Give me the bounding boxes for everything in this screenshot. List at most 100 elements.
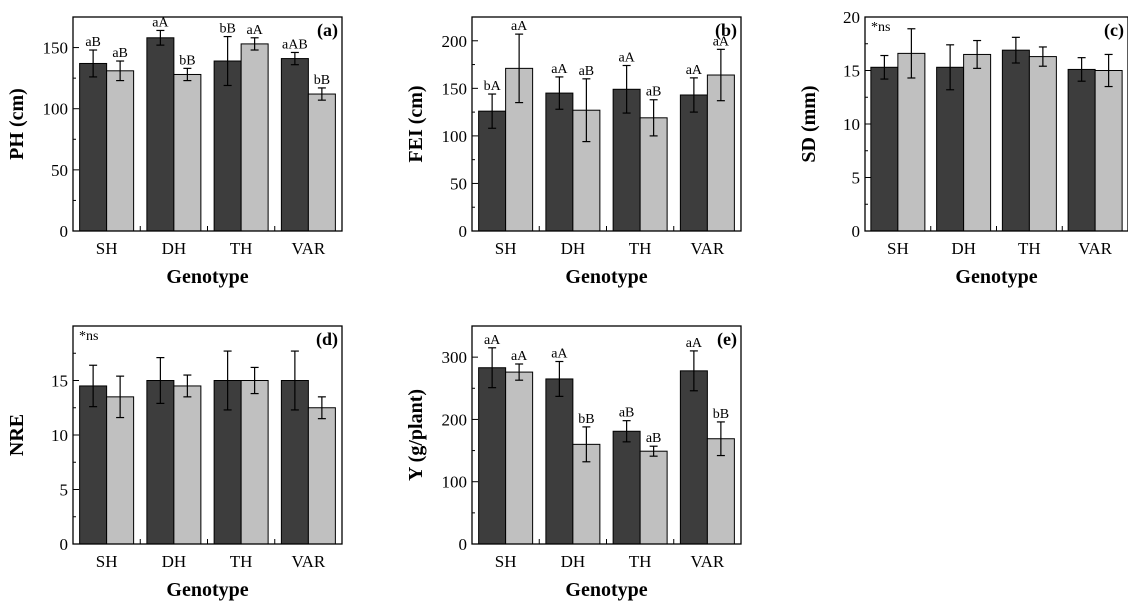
y-tick-label: 0 [852, 222, 861, 241]
x-tick-label: TH [629, 552, 652, 571]
bar-dh-series-1 [936, 66, 965, 232]
y-axis-title: PH (cm) [6, 88, 28, 160]
y-tick-label: 0 [60, 222, 69, 241]
bar-sh-series-2 [897, 52, 926, 232]
x-tick-label: TH [230, 552, 253, 571]
x-tick-label: SH [495, 552, 517, 571]
x-tick-label: TH [230, 239, 253, 258]
bar-dh-series-2 [173, 385, 202, 545]
significance-letter: bB [219, 22, 235, 37]
panel-label: (b) [715, 20, 737, 41]
bar-sh-series-2 [106, 396, 135, 545]
y-axis-title: NRE [6, 414, 28, 456]
bar-th-series-2 [240, 43, 269, 232]
panel-4: SH DH TH VAR 0 5 10 15 (d) *ns Genotype NRE [6, 325, 343, 601]
x-tick-label: VAR [292, 552, 326, 571]
x-tick-label: DH [561, 239, 586, 258]
y-tick-label: 0 [459, 535, 468, 554]
bar-sh-series-1 [79, 62, 108, 232]
bar-sh-series-1 [478, 367, 507, 545]
significance-letter: aA [511, 349, 528, 364]
significance-letter: aA [686, 336, 703, 351]
bar-var-series-1 [1067, 68, 1096, 232]
significance-letter: aB [112, 46, 128, 61]
y-tick-label: 15 [51, 372, 68, 391]
y-tick-label: 5 [60, 481, 69, 500]
x-tick-label: SH [96, 552, 118, 571]
significance-letter: aA [246, 23, 263, 38]
y-tick-label: 50 [51, 161, 68, 180]
bar-dh-series-2 [963, 53, 992, 232]
bar-var-series-1 [679, 94, 708, 232]
y-tick-label: 0 [60, 535, 69, 554]
significance-letter: aA [152, 15, 169, 30]
x-tick-label: DH [162, 552, 187, 571]
bar-sh-series-2 [505, 371, 534, 545]
x-axis-title: Genotype [166, 579, 248, 601]
significance-letter: aB [646, 431, 662, 446]
panel-5: aA aA SH aA bB DH aB aB TH aA bB VAR 0 100 200 300 (e) Ge… [405, 325, 742, 601]
bar-dh-series-1 [545, 92, 574, 232]
plot-frame [471, 325, 742, 545]
bar-var-series-2 [1094, 70, 1123, 232]
x-tick-label: SH [96, 239, 118, 258]
significance-letter: aAB [282, 37, 308, 52]
significance-note: *ns [79, 329, 98, 344]
significance-letter: aB [619, 406, 635, 421]
y-tick-label: 200 [442, 410, 468, 429]
plot-frame [72, 325, 343, 545]
y-tick-label: 10 [843, 115, 860, 134]
bar-th-series-2 [639, 450, 668, 545]
x-tick-label: DH [561, 552, 586, 571]
bar-th-series-1 [612, 430, 641, 545]
bar-th-series-2 [240, 380, 269, 545]
significance-note: *ns [871, 20, 890, 35]
x-axis-title: Genotype [166, 266, 248, 288]
significance-letter: aA [713, 34, 730, 49]
y-tick-label: 20 [843, 8, 860, 27]
plot-frame [72, 16, 343, 232]
bar-sh-series-2 [106, 70, 135, 232]
y-tick-label: 100 [442, 127, 468, 146]
bar-sh-series-1 [79, 385, 108, 545]
y-tick-label: 15 [843, 62, 860, 81]
significance-letter: bB [713, 407, 729, 422]
significance-letter: aB [579, 64, 595, 79]
x-axis-title: Genotype [955, 266, 1037, 288]
significance-letter: bB [179, 53, 195, 68]
x-tick-label: VAR [1078, 239, 1112, 258]
panel-3: SH DH TH VAR 0 5 10 15 20 (c) *ns Genotype SD (mm) [798, 8, 1128, 288]
significance-letter: aA [484, 333, 501, 348]
bar-var-series-2 [307, 407, 336, 545]
y-tick-label: 10 [51, 426, 68, 445]
plot-frame [864, 16, 1128, 232]
x-tick-label: VAR [292, 239, 326, 258]
y-tick-label: 5 [852, 169, 861, 188]
y-tick-label: 200 [442, 32, 468, 51]
y-axis-title: Y (g/plant) [405, 389, 427, 481]
bar-sh-series-1 [478, 110, 507, 232]
bar-th-series-1 [213, 60, 242, 232]
panel-label: (c) [1104, 20, 1124, 41]
y-tick-label: 150 [43, 39, 69, 58]
y-axis-title: FEI (cm) [405, 85, 427, 162]
x-tick-label: VAR [691, 552, 725, 571]
x-axis-title: Genotype [565, 266, 647, 288]
bar-var-series-2 [307, 93, 336, 232]
bar-dh-series-1 [146, 380, 175, 545]
significance-letter: aB [85, 35, 101, 50]
y-tick-label: 150 [442, 79, 468, 98]
bar-sh-series-1 [870, 66, 899, 232]
significance-letter: aA [686, 63, 703, 78]
x-tick-label: VAR [691, 239, 725, 258]
significance-letter: aB [646, 85, 662, 100]
panel-1: aB aB SH aA bB DH bB aA TH aAB bB VAR 0 50 100 150 (a) Ge… [6, 15, 343, 288]
x-tick-label: SH [887, 239, 909, 258]
panel-label: (d) [316, 329, 338, 350]
x-tick-label: TH [1018, 239, 1041, 258]
bar-dh-series-1 [146, 37, 175, 232]
bar-var-series-1 [679, 370, 708, 545]
bar-var-series-2 [706, 438, 735, 545]
x-tick-label: SH [495, 239, 517, 258]
